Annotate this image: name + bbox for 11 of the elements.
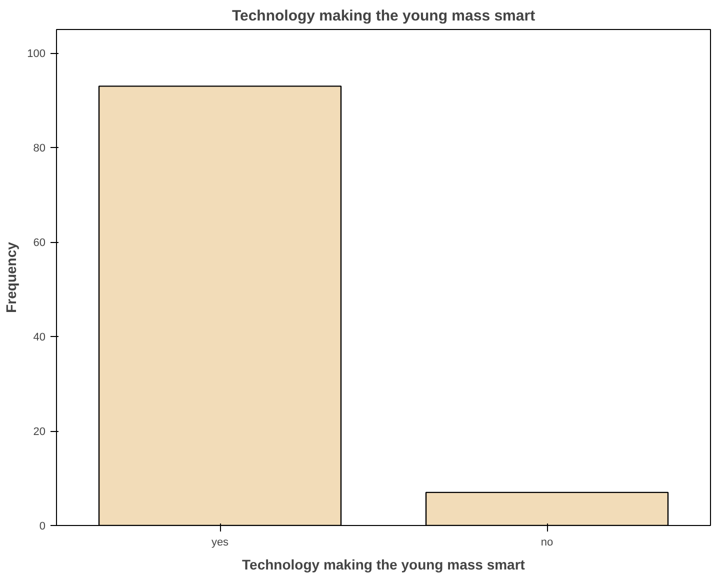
chart-title: Technology making the young mass smart xyxy=(232,8,536,24)
y-axis-title: Frequency xyxy=(3,242,20,313)
x-tick-label: yes xyxy=(211,536,230,548)
y-tick-label: 40 xyxy=(33,332,46,344)
y-tick-label: 80 xyxy=(33,142,46,155)
x-axis-title: Technology making the young mass smart xyxy=(242,556,526,572)
y-tick-label: 60 xyxy=(33,237,46,250)
y-tick-label: 100 xyxy=(27,48,46,60)
y-tick-label: 20 xyxy=(33,426,46,438)
x-tick-label: no xyxy=(540,536,554,548)
y-tick-label: 0 xyxy=(39,520,46,532)
